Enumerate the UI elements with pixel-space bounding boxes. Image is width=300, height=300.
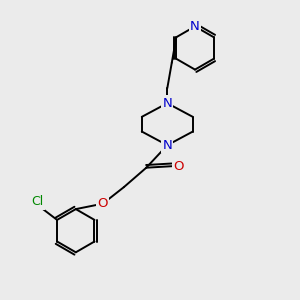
Text: N: N <box>162 139 172 152</box>
Text: O: O <box>97 197 107 210</box>
Text: N: N <box>190 20 200 33</box>
Text: O: O <box>173 160 184 173</box>
Text: N: N <box>162 97 172 110</box>
Text: Cl: Cl <box>32 195 44 208</box>
